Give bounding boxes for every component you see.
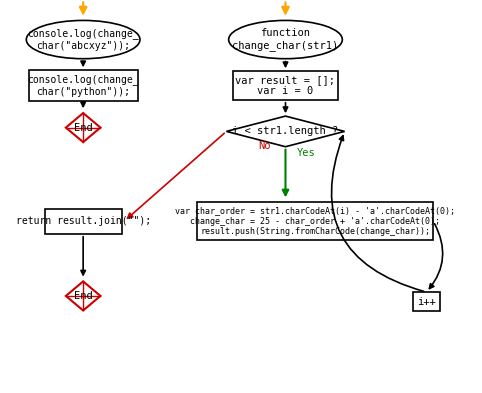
Text: console.log(change_
char("abcxyz"));: console.log(change_ char("abcxyz")); <box>27 28 139 51</box>
Text: No: No <box>258 141 271 151</box>
Bar <box>28 70 138 101</box>
Bar <box>233 71 338 100</box>
Text: var char_order = str1.charCodeAt(i) - 'a'.charCodeAt(0);
change_char = 25 - char: var char_order = str1.charCodeAt(i) - 'a… <box>175 206 455 236</box>
Bar <box>44 209 122 234</box>
Text: console.log(change_
char("python"));: console.log(change_ char("python")); <box>27 74 139 97</box>
Text: var result = [];
var i = 0: var result = []; var i = 0 <box>236 75 335 96</box>
Text: return result.join("");: return result.join(""); <box>15 216 151 226</box>
Text: i++: i++ <box>417 297 436 307</box>
Text: End: End <box>74 291 93 301</box>
Text: Yes: Yes <box>297 148 316 158</box>
Text: End: End <box>74 123 93 132</box>
Text: i < str1.length ?: i < str1.length ? <box>232 127 339 136</box>
Bar <box>197 202 433 241</box>
Text: function
change_char(str1): function change_char(str1) <box>232 28 339 51</box>
Bar <box>413 292 440 311</box>
